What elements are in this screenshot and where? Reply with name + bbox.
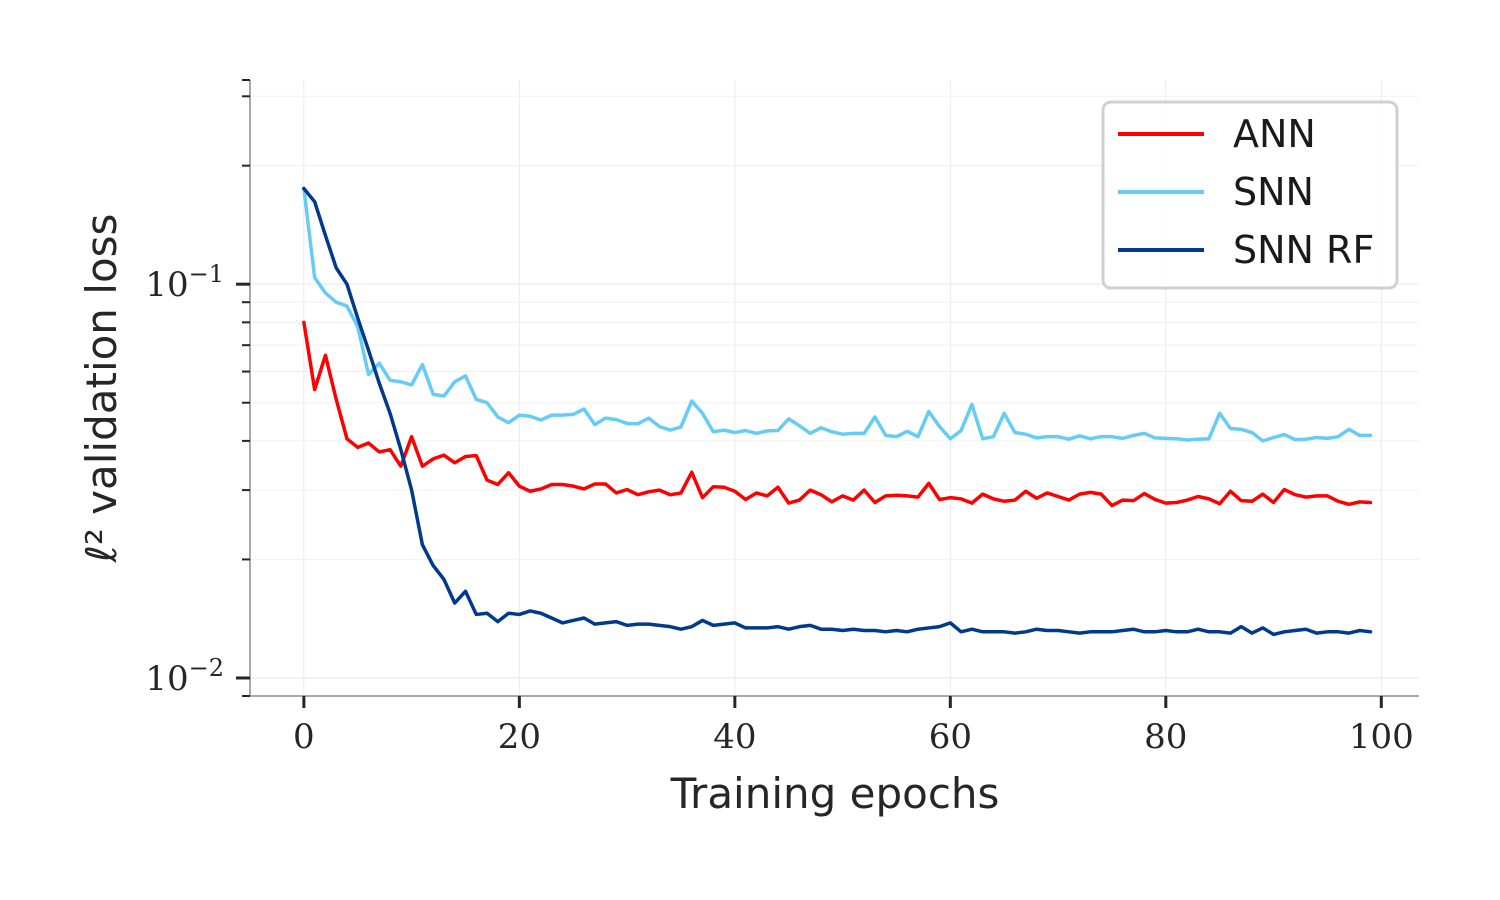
legend: ANN SNN SNN RF: [1101, 100, 1399, 290]
x-axis-title: Training epochs: [670, 769, 1000, 818]
y-tick-label: 10−2: [145, 654, 224, 699]
legend-label: SNN RF: [1233, 228, 1374, 272]
y-tick-label: 10−1: [145, 260, 224, 305]
axis-ticks: 0 20 40 60 80 100 10−1 10−2: [145, 79, 1414, 757]
series-lines: [302, 186, 1373, 637]
axis-spines: [249, 80, 1419, 697]
x-tick-label: 40: [713, 717, 756, 757]
legend-label: SNN: [1233, 170, 1314, 214]
legend-label: ANN: [1233, 112, 1316, 156]
series-line-ann: [302, 320, 1373, 508]
legend-box: [1101, 100, 1399, 290]
x-tick-label: 100: [1349, 717, 1414, 757]
series-line-snn-rf: [302, 186, 1373, 637]
x-tick-label: 60: [929, 717, 972, 757]
series-line-snn: [302, 186, 1373, 443]
x-tick-label: 80: [1144, 717, 1187, 757]
x-tick-label: 0: [293, 717, 315, 757]
x-tick-label: 20: [498, 717, 541, 757]
y-axis-title: ℓ² validation loss: [77, 214, 126, 564]
